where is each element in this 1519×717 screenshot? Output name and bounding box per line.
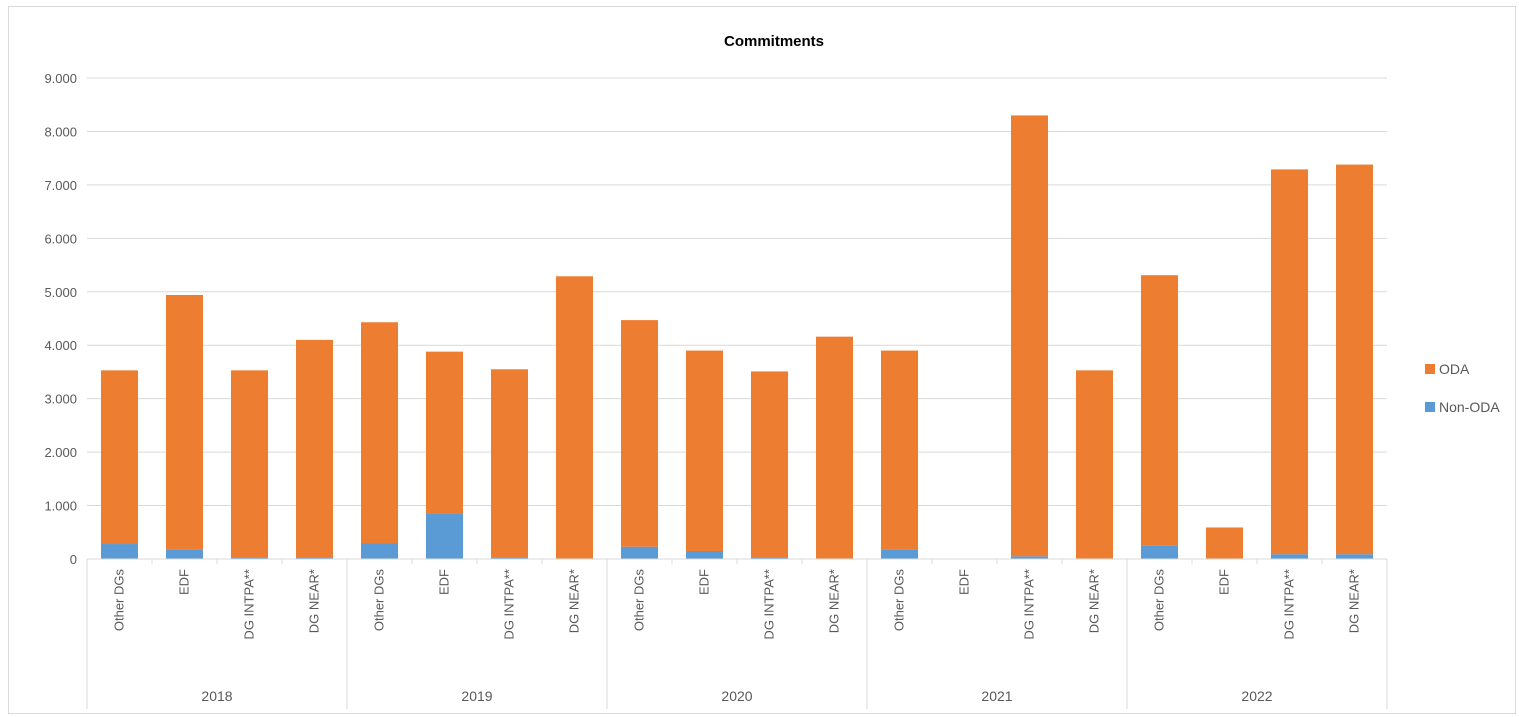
bar-non-oda [166, 549, 203, 559]
chart-frame [8, 6, 1516, 714]
year-label: 2022 [1241, 688, 1272, 704]
bar-oda [556, 276, 593, 559]
bar-oda [1141, 275, 1178, 546]
category-label: DG INTPA** [1022, 569, 1037, 640]
category-label: DG NEAR* [1087, 569, 1102, 633]
legend-label: Non-ODA [1439, 399, 1500, 415]
bar-oda [751, 371, 788, 558]
y-tick-label: 0 [70, 552, 77, 567]
bar-non-oda [426, 513, 463, 559]
legend-swatch [1425, 402, 1435, 412]
y-tick-label: 9.000 [44, 71, 77, 86]
bar-non-oda [1011, 556, 1048, 559]
y-tick-label: 4.000 [44, 338, 77, 353]
bar-oda [361, 322, 398, 544]
x-axis [86, 558, 1388, 709]
bar-non-oda [296, 557, 333, 559]
legend-swatch [1425, 364, 1435, 374]
bars [101, 115, 1373, 559]
category-label: DG NEAR* [307, 569, 322, 633]
bar-oda [491, 369, 528, 558]
category-label: DG INTPA** [242, 569, 257, 640]
bar-oda [1206, 527, 1243, 559]
category-label: DG INTPA** [762, 569, 777, 640]
bar-oda [1011, 115, 1048, 557]
category-label: Other DGs [892, 569, 907, 632]
bar-oda [101, 370, 138, 545]
bar-non-oda [621, 546, 658, 559]
bar-oda [1336, 164, 1373, 555]
bar-non-oda [751, 557, 788, 559]
y-tick-label: 7.000 [44, 178, 77, 193]
legend-label: ODA [1439, 361, 1470, 377]
legend: ODA Non-ODA [1425, 361, 1500, 415]
category-label: Other DGs [372, 569, 387, 632]
bar-non-oda [1271, 554, 1308, 559]
bar-oda [296, 339, 333, 558]
bar-oda [621, 320, 658, 547]
bar-oda [1076, 370, 1113, 559]
bar-non-oda [231, 557, 268, 559]
bar-oda [1271, 169, 1308, 555]
y-tick-label: 8.000 [44, 124, 77, 139]
bar-oda [881, 350, 918, 550]
category-label: EDF [957, 569, 972, 595]
category-label: Other DGs [1152, 569, 1167, 632]
category-label: DG NEAR* [567, 569, 582, 633]
year-label: 2019 [461, 688, 492, 704]
chart-title: Commitments [724, 33, 824, 50]
gridlines [87, 77, 1387, 507]
category-label: EDF [697, 569, 712, 595]
bar-oda [686, 350, 723, 551]
bar-oda [231, 370, 268, 558]
bar-non-oda [881, 549, 918, 559]
bar-non-oda [101, 544, 138, 559]
category-label: EDF [177, 569, 192, 595]
y-axis-tick-labels: 0 1.000 2.000 3.000 4.000 5.000 6.000 7.000 8.00… [44, 71, 77, 567]
category-label: DG INTPA** [1282, 569, 1297, 640]
y-tick-label: 3.000 [44, 392, 77, 407]
y-tick-label: 5.000 [44, 285, 77, 300]
y-tick-label: 1.000 [44, 499, 77, 514]
bar-oda [426, 351, 463, 514]
y-tick-label: 6.000 [44, 231, 77, 246]
y-tick-label: 2.000 [44, 445, 77, 460]
bar-non-oda [361, 543, 398, 559]
bar-non-oda [686, 550, 723, 559]
category-label: DG NEAR* [827, 569, 842, 633]
x-axis-year-labels: 2018 2019 2020 2021 2022 [201, 688, 1272, 704]
bar-oda [166, 294, 203, 550]
category-label: EDF [1217, 569, 1232, 595]
category-label: Other DGs [112, 569, 127, 632]
year-label: 2021 [981, 688, 1012, 704]
x-axis-category-labels: Other DGs EDF DG INTPA** DG NEAR* Other DGs E… [112, 569, 1362, 640]
category-label: DG NEAR* [1347, 569, 1362, 633]
category-label: DG INTPA** [502, 569, 517, 640]
year-label: 2020 [721, 688, 752, 704]
bar-non-oda [1336, 554, 1373, 559]
category-label: Other DGs [632, 569, 647, 632]
year-label: 2018 [201, 688, 232, 704]
bar-oda [816, 336, 853, 559]
bar-non-oda [491, 557, 528, 559]
bar-non-oda [1141, 545, 1178, 559]
category-label: EDF [437, 569, 452, 595]
